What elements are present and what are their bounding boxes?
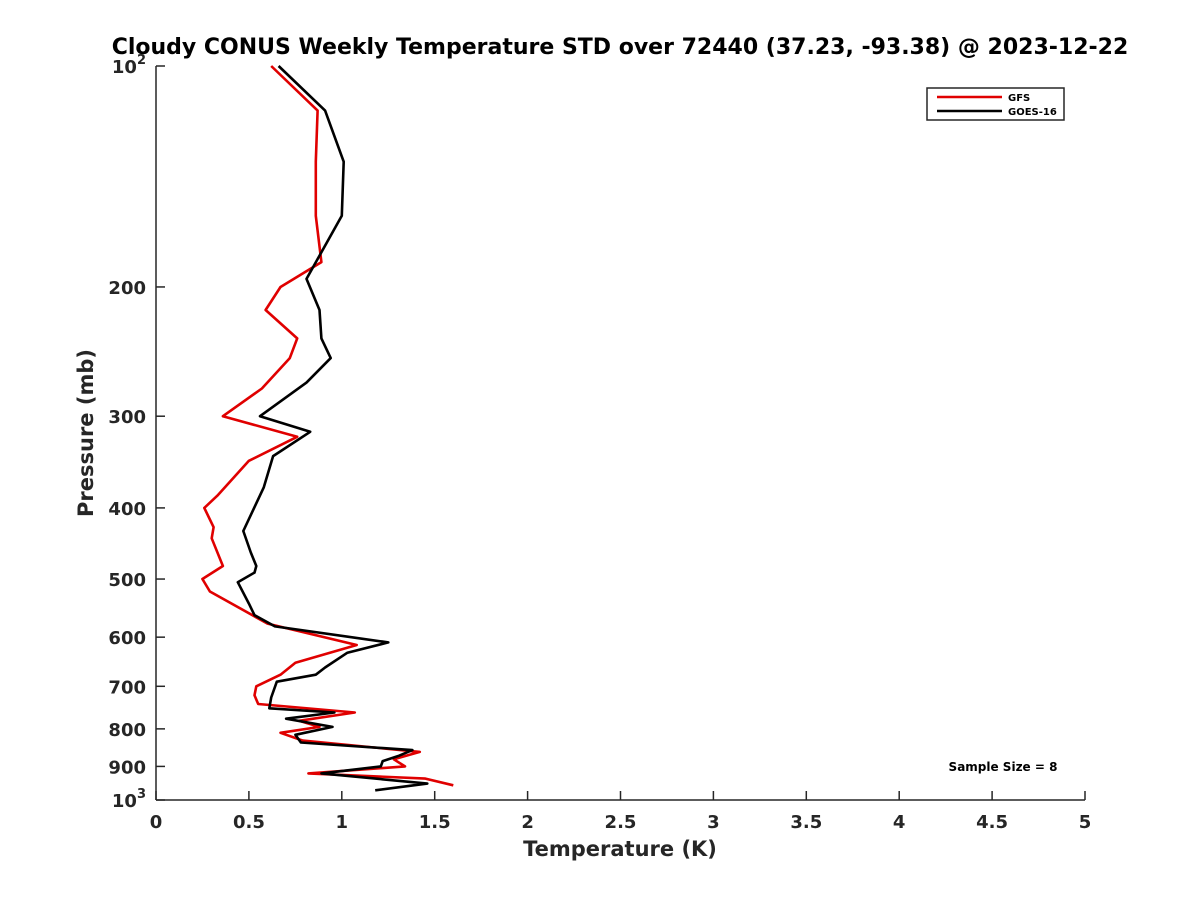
x-tick-label: 3 xyxy=(707,812,720,833)
x-tick-label: 2 xyxy=(521,812,534,833)
legend-box xyxy=(926,87,1065,121)
series-line-gfs xyxy=(201,65,454,787)
y-tick-label: 900 xyxy=(108,757,146,778)
y-tick-label: 102 xyxy=(112,53,146,78)
y-tick-label: 200 xyxy=(108,278,146,299)
x-tick-label: 2.5 xyxy=(605,812,637,833)
x-tick-label: 3.5 xyxy=(790,812,822,833)
x-tick-label: 5 xyxy=(1079,812,1092,833)
y-tick-label: 400 xyxy=(108,499,146,520)
x-tick-label: 4.5 xyxy=(976,812,1008,833)
legend-label-goes-16: GOES-16 xyxy=(1008,107,1057,118)
series-layer xyxy=(201,65,454,792)
x-tick-label: 1 xyxy=(336,812,349,833)
legend: GFS GOES-16 xyxy=(926,87,1065,121)
y-ticks: 102 200 300 400 500 600 700 800 900 103 xyxy=(108,53,165,812)
x-tick-label: 0.5 xyxy=(233,812,265,833)
y-axis-label: Pressure (mb) xyxy=(74,349,98,517)
x-tick-label: 0 xyxy=(150,812,163,833)
chart-title: Cloudy CONUS Weekly Temperature STD over… xyxy=(112,35,1129,60)
series-line-goes-16 xyxy=(236,65,429,792)
y-tick-label: 800 xyxy=(108,720,146,741)
legend-label-gfs: GFS xyxy=(1008,93,1030,104)
x-tick-label: 1.5 xyxy=(419,812,451,833)
x-tick-label: 4 xyxy=(893,812,906,833)
y-tick-label: 700 xyxy=(108,677,146,698)
y-tick-label: 103 xyxy=(112,787,146,812)
y-tick-label: 300 xyxy=(108,407,146,428)
y-tick-label: 600 xyxy=(108,628,146,649)
x-axis-label: Temperature (K) xyxy=(523,837,717,861)
x-ticks: 0 0.5 1 1.5 2 2.5 3 3.5 4 4.5 5 xyxy=(150,791,1092,833)
sample-size-annotation: Sample Size = 8 xyxy=(949,760,1058,774)
y-tick-label: 500 xyxy=(108,570,146,591)
axes xyxy=(155,66,1085,801)
